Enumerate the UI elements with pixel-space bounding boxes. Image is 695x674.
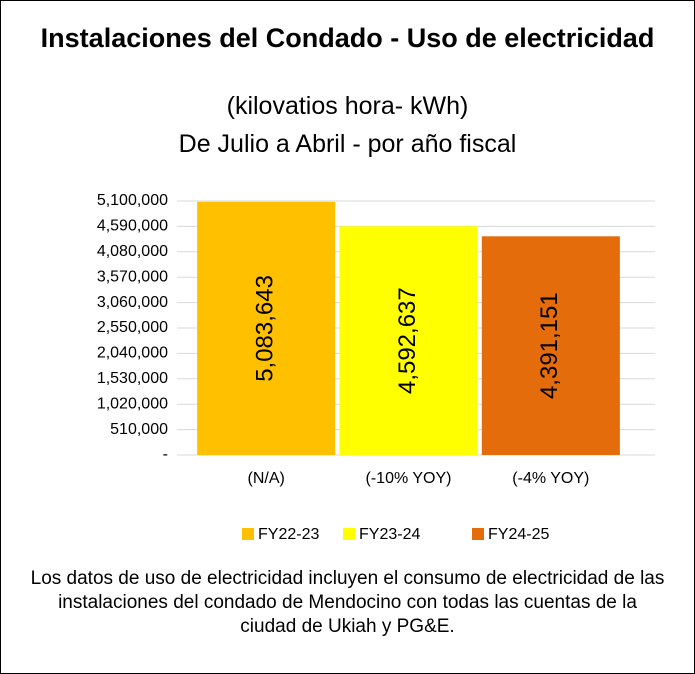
y-tick-label: 1,530,000 [97,370,168,387]
bar [339,226,478,455]
legend-swatch [472,528,484,540]
data-label: 4,592,637 [394,287,421,394]
legend-label: FY23-24 [359,526,420,543]
y-tick-label: 3,570,000 [97,268,168,285]
chart-note: Los datos de uso de electricidad incluye… [30,568,665,637]
chart: - 510,000 1,020,000 1,530,000 2,040,000 2,550… [97,192,655,543]
y-tick-label: 1,020,000 [97,395,168,412]
data-label: 5,083,643 [252,275,279,382]
bar [481,236,620,455]
y-tick-label: 4,080,000 [97,243,168,260]
legend-label: FY22-23 [258,526,319,543]
x-tick-label: (-10% YOY) [366,470,452,487]
y-tick-label: 2,550,000 [97,319,168,336]
y-tick-label: 4,590,000 [97,218,168,235]
y-tick-label: 5,100,000 [97,192,168,209]
x-tick-label: (N/A) [248,470,285,487]
legend-swatch [343,528,355,540]
y-tick-label: 2,040,000 [97,345,168,362]
chart-title: Instalaciones del Condado - Uso de elect… [40,23,655,53]
chart-subtitle: De Julio a Abril - por año fiscal [178,130,517,158]
y-tick-label: 510,000 [110,421,168,438]
data-label: 4,391,151 [536,292,563,399]
bar [197,201,336,455]
legend-swatch [242,528,254,540]
y-tick-label: 3,060,000 [97,294,168,311]
chart-subtitle: (kilovatios hora- kWh) [226,92,469,120]
x-tick-label: (-4% YOY) [512,470,589,487]
legend-label: FY24-25 [488,526,549,543]
y-tick-label: - [163,446,168,463]
